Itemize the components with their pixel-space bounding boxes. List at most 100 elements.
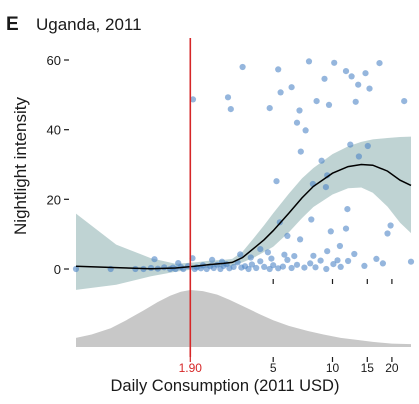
data-point: [297, 148, 304, 155]
data-point: [364, 142, 371, 150]
data-point: [330, 261, 337, 268]
data-point: [321, 75, 328, 82]
data-point: [348, 73, 355, 80]
data-point: [355, 153, 362, 160]
data-point: [384, 230, 391, 237]
data-point: [324, 172, 331, 179]
data-point: [307, 260, 314, 267]
data-point: [334, 257, 341, 264]
data-point: [245, 265, 252, 273]
data-point: [151, 256, 158, 263]
chart-title: Uganda, 2011: [36, 15, 142, 34]
fit-curve: [75, 163, 412, 270]
data-point: [224, 94, 232, 101]
data-point: [257, 246, 264, 253]
y-tick-label: 0: [54, 262, 61, 277]
data-point: [297, 236, 304, 243]
data-point: [189, 96, 197, 103]
data-point: [270, 262, 277, 269]
data-point: [317, 257, 324, 264]
density-area: [76, 290, 411, 347]
data-point: [253, 264, 260, 272]
data-point: [351, 250, 358, 258]
y-tick-label: 40: [47, 123, 61, 138]
data-point: [293, 119, 301, 126]
x-tick-label: 1.90: [179, 361, 203, 375]
y-axis: 0 20 40 60: [47, 53, 69, 277]
panel-label: E: [6, 14, 19, 35]
data-point: [257, 258, 264, 265]
data-point: [281, 251, 288, 258]
data-point: [336, 242, 343, 250]
data-point: [362, 70, 369, 77]
data-point: [325, 101, 333, 108]
data-point: [366, 85, 373, 92]
data-point: [355, 81, 362, 88]
data-point: [322, 184, 329, 191]
data-point: [296, 107, 303, 114]
data-point: [318, 157, 325, 164]
data-point: [175, 260, 182, 267]
data-point: [337, 263, 344, 270]
data-point: [230, 263, 237, 270]
data-point: [279, 263, 286, 270]
fit-curve-layer: [75, 163, 412, 270]
x-tick-label: 20: [385, 361, 399, 375]
data-point: [344, 206, 351, 213]
data-point: [72, 265, 80, 273]
data-point: [268, 255, 275, 262]
data-point: [376, 60, 383, 67]
y-tick-label: 20: [47, 192, 61, 207]
data-point: [291, 253, 298, 260]
data-point: [284, 256, 291, 263]
x-tick-label: 5: [270, 361, 277, 375]
data-point: [347, 141, 354, 148]
data-point: [342, 225, 350, 232]
y-tick-label: 60: [47, 53, 61, 68]
data-point: [288, 84, 295, 91]
data-point: [227, 106, 234, 113]
x-axis-label: Daily Consumption (2011 USD): [111, 377, 340, 395]
y-axis-label: Nightlight intensity: [11, 97, 30, 235]
x-tick-label: 15: [361, 361, 375, 375]
data-point: [266, 105, 273, 112]
data-point: [323, 265, 330, 273]
data-point: [379, 260, 386, 267]
data-point: [161, 264, 168, 271]
data-point: [345, 257, 352, 265]
data-point: [275, 265, 282, 272]
data-point: [302, 127, 309, 134]
scatter-points: [72, 58, 415, 273]
data-point: [308, 216, 315, 223]
data-point: [312, 264, 319, 271]
data-point: [342, 68, 350, 75]
data-point: [324, 248, 331, 255]
data-point: [293, 261, 301, 268]
data-point: [387, 222, 394, 229]
data-point: [327, 228, 334, 235]
data-point: [310, 252, 317, 259]
data-point: [352, 98, 359, 105]
data-point: [237, 251, 244, 258]
data-point: [373, 255, 380, 262]
data-point: [407, 258, 415, 265]
data-point: [284, 232, 291, 239]
data-point: [248, 261, 255, 268]
data-point: [275, 66, 282, 73]
data-point: [261, 263, 268, 270]
data-point: [331, 59, 338, 66]
data-point: [401, 98, 408, 105]
data-point: [277, 89, 284, 96]
data-point: [301, 264, 308, 271]
data-point: [288, 264, 295, 272]
data-point: [361, 262, 368, 269]
data-point: [305, 58, 313, 65]
x-axis: 1.90 5 10 15 20: [179, 279, 399, 375]
data-point: [239, 63, 246, 71]
data-point: [313, 98, 320, 105]
data-point: [247, 254, 254, 261]
data-point: [209, 256, 216, 263]
density-plot: [76, 290, 411, 347]
x-tick-label: 10: [326, 361, 340, 375]
